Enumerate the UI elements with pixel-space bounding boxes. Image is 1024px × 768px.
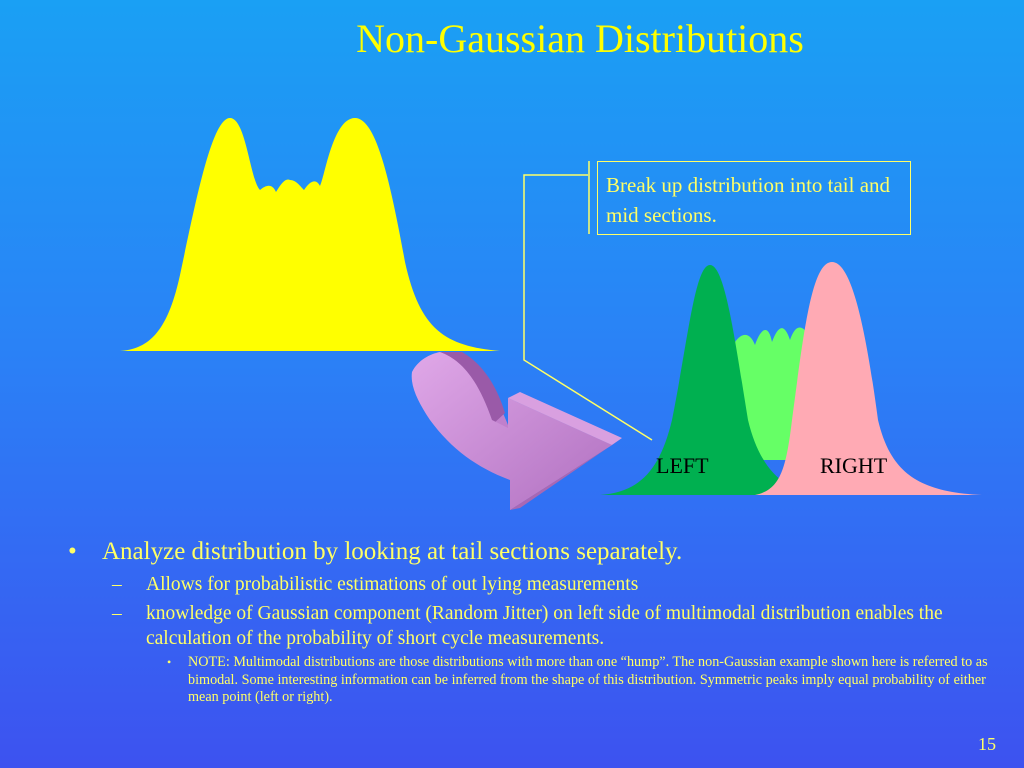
note-text: NOTE: Multimodal distributions are those… (188, 654, 988, 705)
sub-bullet-2: – knowledge of Gaussian component (Rando… (60, 601, 1000, 651)
dash-marker: – (112, 574, 122, 595)
label-left: LEFT (656, 453, 709, 478)
bullet-main: • Analyze distribution by looking at tai… (60, 536, 1000, 568)
dash-marker: – (112, 603, 122, 624)
right-tail-shape (755, 262, 982, 495)
bullet-main-text: Analyze distribution by looking at tail … (102, 538, 683, 565)
sub-bullet-1: – Allows for probabilistic estimations o… (60, 572, 1000, 597)
bullet-list: • Analyze distribution by looking at tai… (60, 536, 1000, 707)
callout-box: Break up distribution into tail and mid … (597, 161, 911, 235)
sub-bullet-2-text: knowledge of Gaussian component (Random … (146, 603, 943, 649)
label-right: RIGHT (820, 453, 888, 478)
note-bullet: • NOTE: Multimodal distributions are tho… (60, 654, 1000, 707)
left-tail-shape (600, 265, 820, 495)
distribution-diagram (120, 118, 982, 510)
bullet-marker: • (167, 655, 172, 669)
source-distribution-shape (120, 118, 500, 351)
sub-bullet-1-text: Allows for probabilistic estimations of … (146, 574, 639, 595)
page-number: 15 (978, 734, 996, 754)
mid-section-shape (735, 327, 808, 460)
callout-connector (523, 174, 653, 441)
curved-arrow-icon (411, 352, 622, 510)
slide-title: Non-Gaussian Distributions (356, 16, 804, 61)
bullet-marker: • (68, 538, 77, 565)
